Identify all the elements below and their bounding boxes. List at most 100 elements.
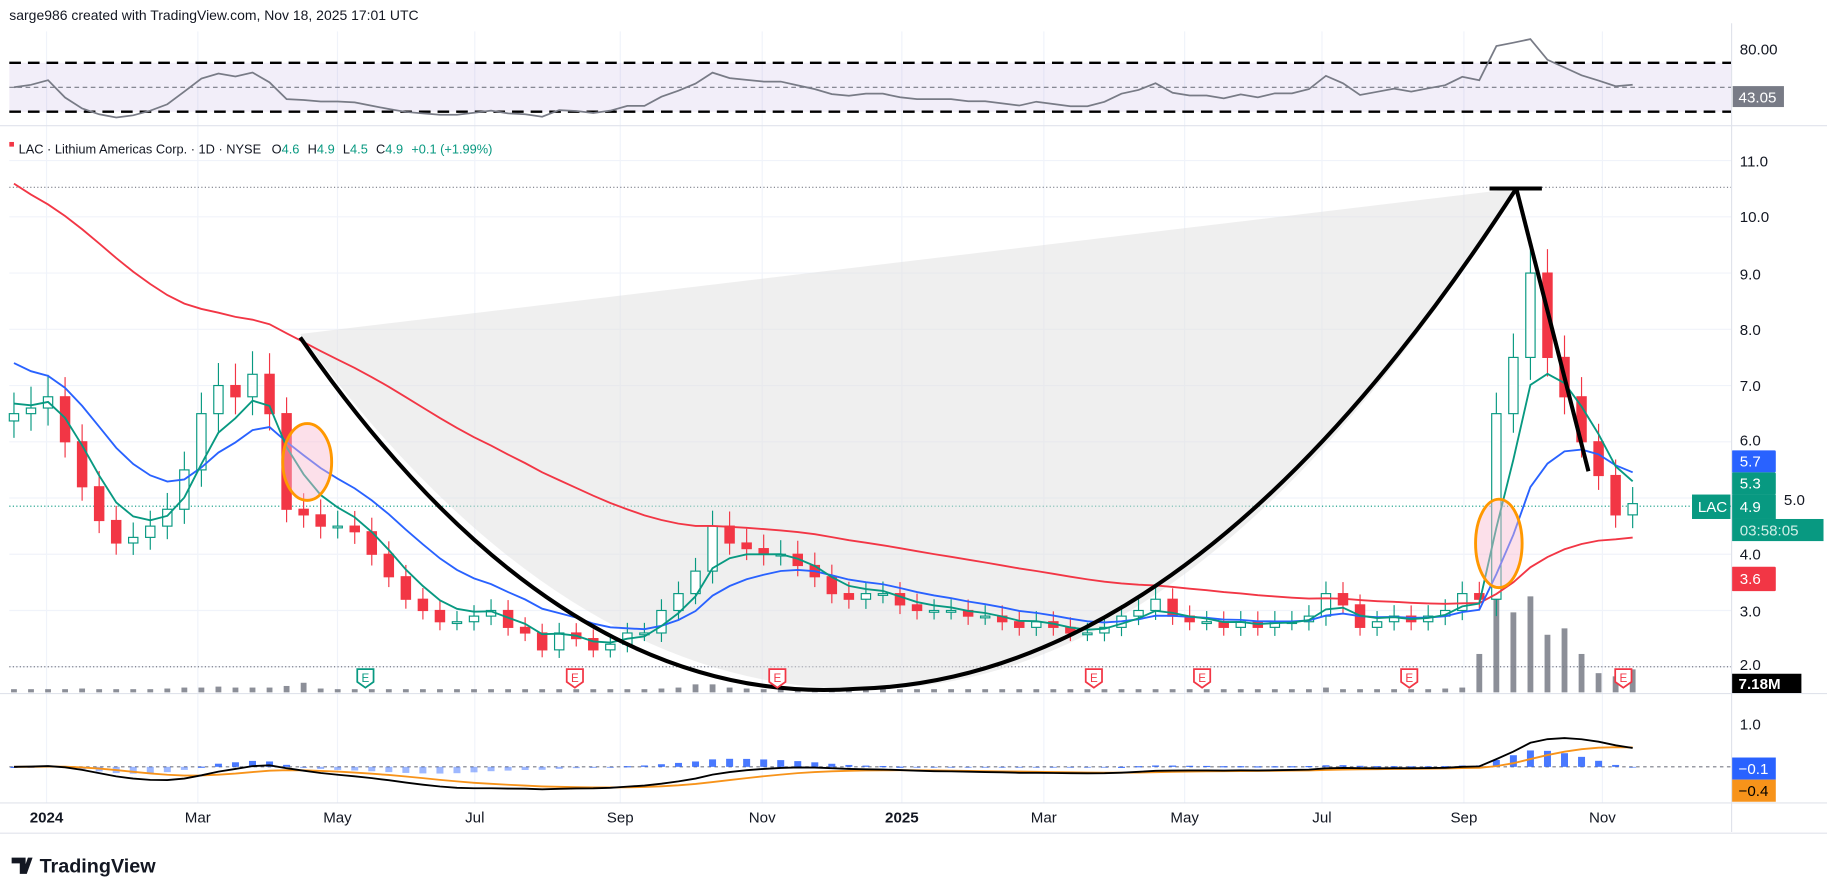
volume-bar [164, 688, 171, 693]
volume-bar [62, 689, 68, 693]
volume-bar [1152, 689, 1159, 693]
time-tick: Mar [1031, 810, 1057, 827]
volume-bar [1084, 689, 1091, 693]
volume-bar [726, 687, 733, 693]
macd-histogram-bar [163, 766, 171, 773]
macd-histogram-bar [1543, 750, 1551, 767]
candle-body [1610, 474, 1621, 516]
volume-bar [1510, 612, 1517, 693]
candle-body [76, 441, 88, 488]
price-axis[interactable]: 11.0 10.0 9.0 8.0 7.0 6.0 5.0 4.0 3.0 2.… [1692, 153, 1824, 694]
volume-bar [709, 684, 716, 693]
volume-bar [385, 689, 392, 693]
macd-histogram-bar [1066, 766, 1074, 768]
volume-bar [488, 689, 494, 693]
candle-body [264, 373, 275, 415]
candle-body [25, 407, 37, 415]
volume-bar [1493, 564, 1500, 693]
legend-open: 4.6 [282, 142, 300, 157]
macd-histogram-bar [879, 766, 887, 768]
macd-histogram-bar [1424, 766, 1432, 768]
earnings-marker-label: E [1090, 672, 1098, 685]
macd-histogram-bar [1186, 765, 1194, 767]
decline-trendline[interactable] [1514, 188, 1591, 472]
volume-bar [1101, 689, 1108, 693]
tradingview-logo[interactable]: TradingView [11, 856, 157, 878]
tradingview-logo-icon [11, 857, 33, 874]
ma-slow-line [13, 182, 1633, 605]
macd-value: −0.1 [1739, 761, 1769, 778]
volume-bar [505, 689, 512, 693]
volume-bar [914, 689, 920, 693]
macd-histogram-bar [1152, 765, 1160, 767]
time-tick: Nov [1589, 810, 1616, 827]
macd-histogram-bar [896, 766, 904, 768]
volume-bar [1169, 689, 1176, 693]
candle-body [145, 525, 156, 538]
candle-body [400, 576, 412, 600]
macd-histogram-bar [930, 766, 938, 768]
macd-histogram-bar [300, 766, 308, 768]
earnings-marker [768, 668, 787, 689]
macd-histogram-bar [1629, 766, 1637, 768]
volume-bar [1544, 634, 1551, 693]
macd-pane[interactable]: 1.0 −0.1 −0.4 [9, 717, 1776, 802]
volume-bar [590, 689, 597, 693]
countdown-tag [1731, 518, 1824, 542]
cup-curve-drawing[interactable] [298, 187, 1519, 692]
time-tick: Nov [749, 810, 776, 827]
volume-bar [1374, 689, 1380, 693]
volume-bar [266, 687, 273, 693]
highlight-ellipse[interactable] [281, 422, 334, 502]
volume-bar [1203, 689, 1210, 693]
macd-line [13, 737, 1633, 791]
macd-histogram-bar [709, 759, 717, 767]
macd-histogram-bar [1288, 766, 1296, 768]
macd-histogram-bar [1015, 766, 1023, 768]
volume-bar [1459, 687, 1466, 693]
volume-bar [1340, 689, 1346, 693]
macd-histogram-bar [1237, 766, 1245, 768]
macd-histogram-bar [794, 761, 802, 767]
rsi-axis-label: 80.00 [1740, 42, 1778, 59]
time-axis[interactable]: 2024 Mar May Jul Sep Nov 2025 Mar May Ju… [30, 810, 1617, 827]
candle-body [1082, 632, 1093, 636]
volume-bar [743, 688, 750, 693]
macd-histogram-bar [1322, 765, 1330, 767]
macd-histogram-bar [743, 758, 751, 767]
price-tick: 11.0 [1740, 153, 1768, 170]
macd-histogram-bar [1441, 766, 1449, 768]
candle-body [690, 570, 701, 595]
symbol-tag [1692, 494, 1731, 519]
macd-histogram-bar [1561, 753, 1568, 767]
candle-body [8, 413, 20, 422]
volume-bar [624, 689, 631, 693]
macd-histogram-bar [453, 766, 461, 774]
rsi-value: 43.05 [1739, 89, 1777, 106]
highlight-ellipse[interactable] [1474, 497, 1524, 590]
rsi-line [13, 38, 1633, 119]
candle-body [110, 519, 122, 544]
macd-histogram-bar [1509, 755, 1517, 767]
macd-histogram-bar [1305, 766, 1313, 768]
rsi-pane[interactable]: 80.00 43.05 [9, 38, 1784, 119]
candle-body [843, 593, 855, 600]
volume-bar [232, 687, 239, 693]
earnings-marker-label: E [1405, 672, 1413, 685]
candle-body [1320, 593, 1332, 617]
macd-histogram-bar [1373, 766, 1381, 768]
volume-bar [1578, 653, 1585, 693]
ma-mid-value: 5.7 [1740, 454, 1761, 471]
tradingview-logo-text: TradingView [40, 856, 157, 878]
candle-body [383, 553, 395, 578]
volume-bar [897, 689, 903, 693]
volume-bar [1033, 689, 1040, 693]
candle-body [673, 593, 684, 612]
candle-body [349, 525, 360, 533]
macd-histogram-bar [555, 766, 563, 769]
earnings-marker-label: E [362, 672, 370, 685]
candle-body [1201, 621, 1212, 625]
credit-text: sarge986 created with TradingView.com, N… [9, 7, 418, 23]
